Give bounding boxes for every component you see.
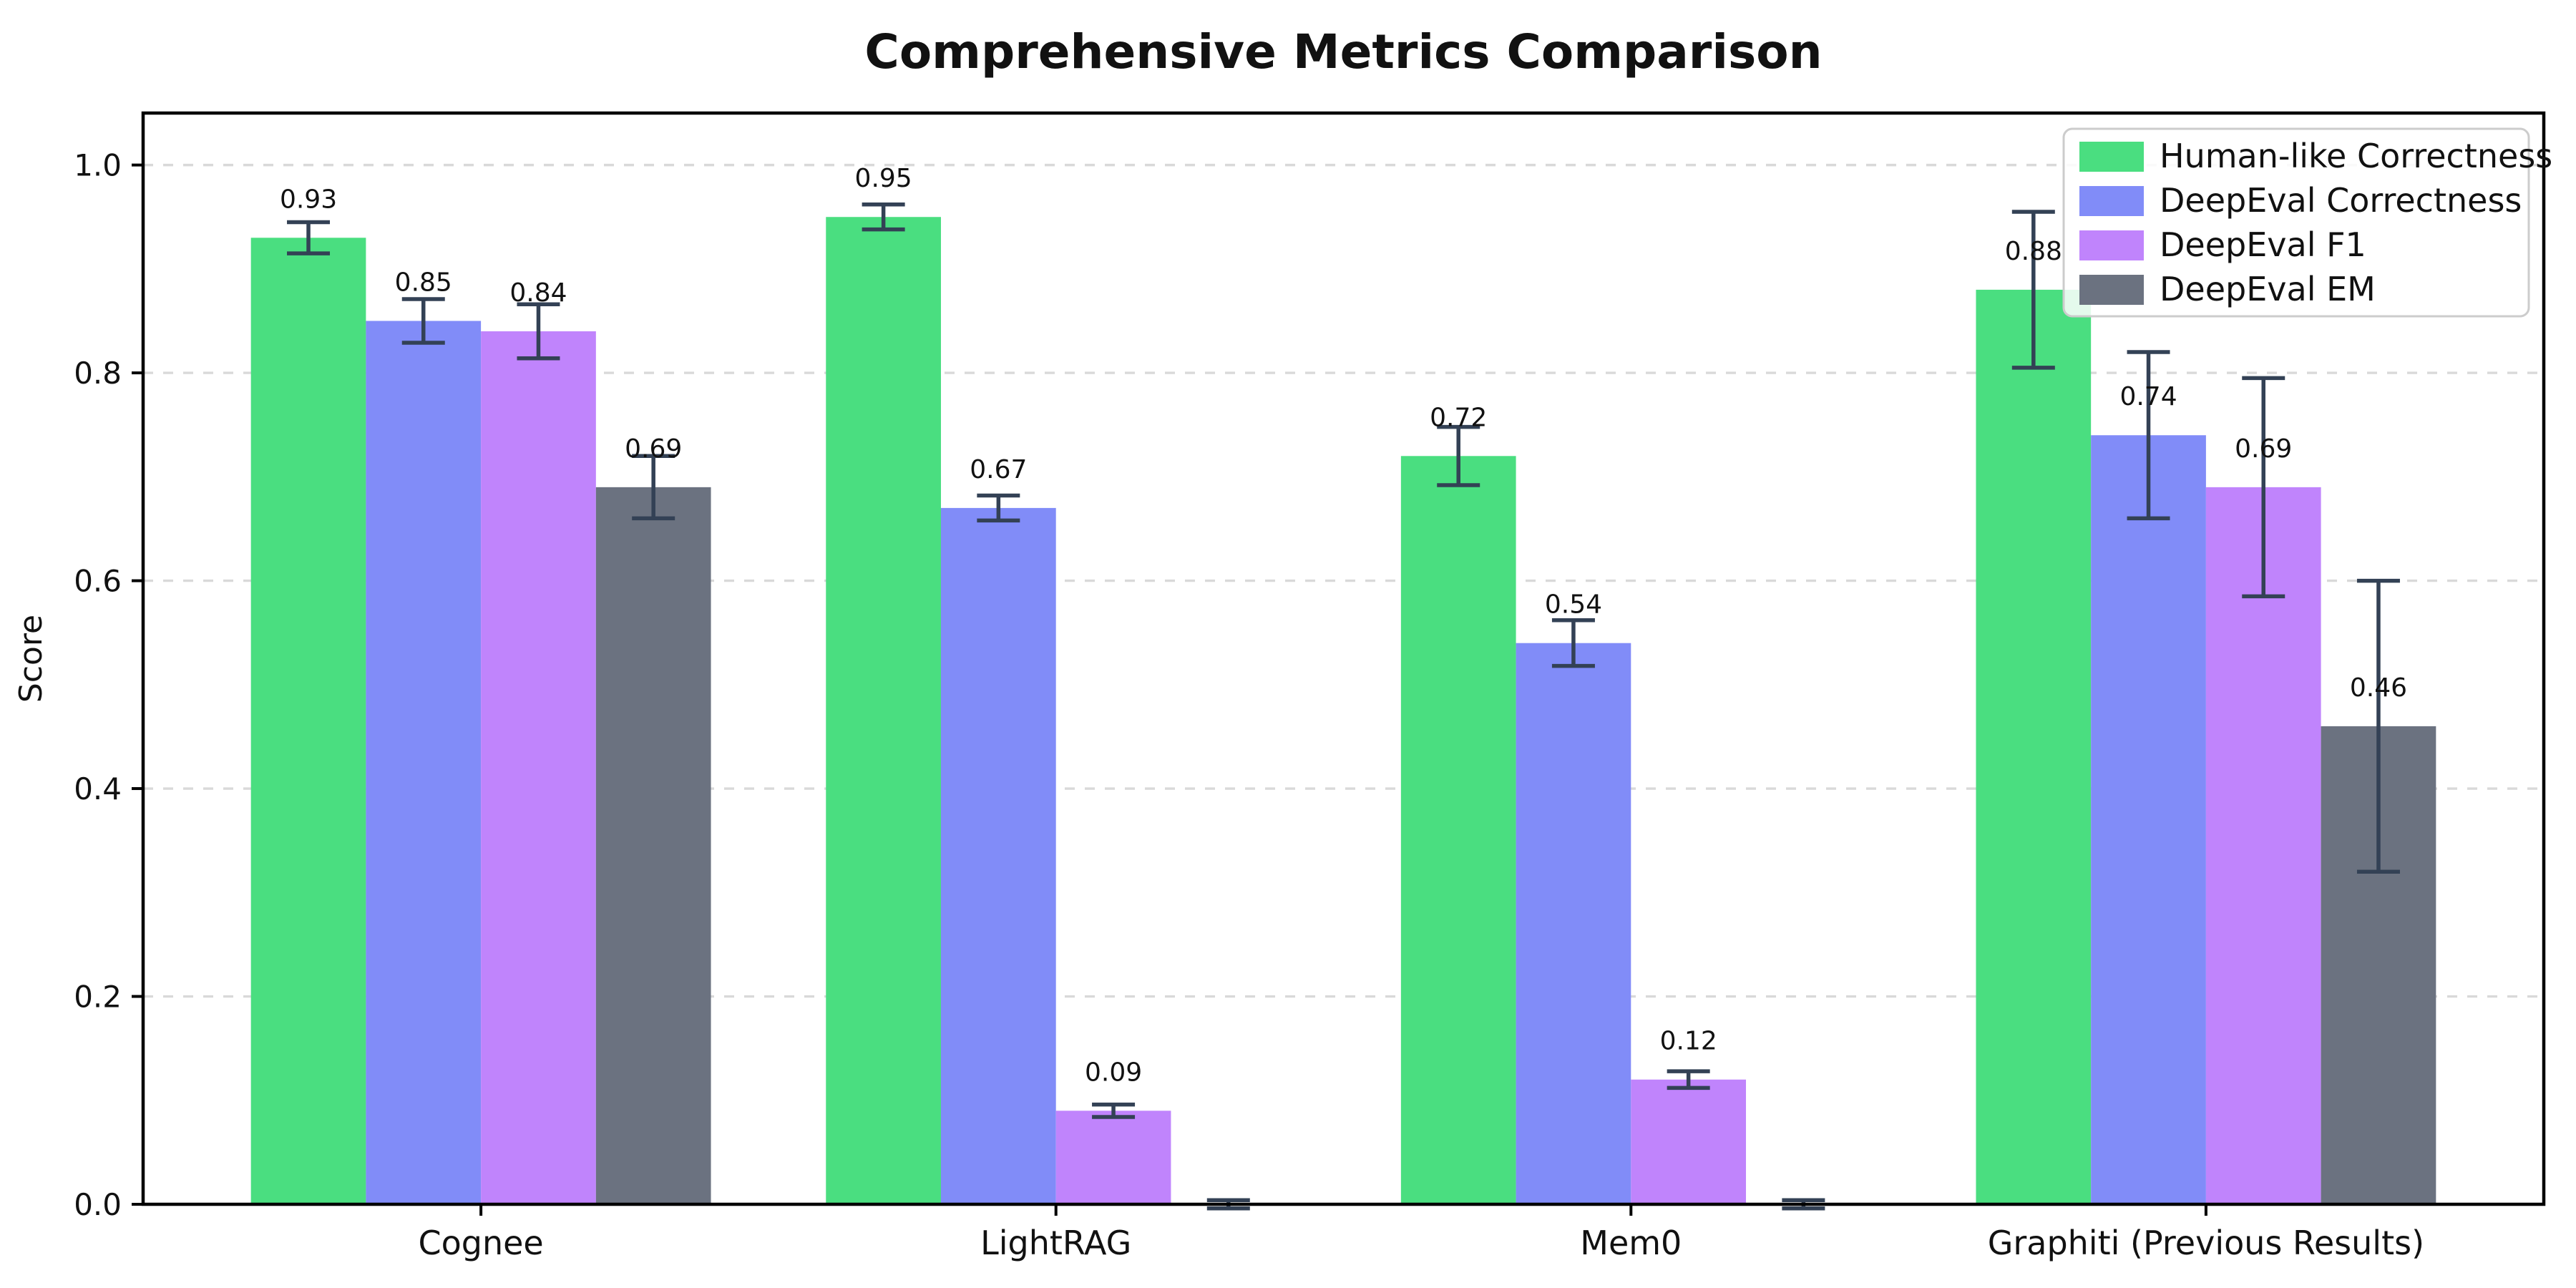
value-label-lightrag-deepeval-correctness: 0.67 bbox=[970, 455, 1027, 484]
legend-label-human-like-correctness: Human-like Correctness bbox=[2160, 137, 2552, 175]
chart-title: Comprehensive Metrics Comparison bbox=[864, 24, 1822, 79]
value-label-mem0-deepeval-f1: 0.12 bbox=[1660, 1027, 1717, 1056]
bar-graphiti-previous-results-deepeval-correctness bbox=[2091, 435, 2206, 1205]
y-tick-label-0.8: 0.8 bbox=[74, 356, 122, 391]
error-bar-graphiti-previous-results-deepeval-f1 bbox=[2242, 376, 2285, 599]
legend-label-deepeval-correctness: DeepEval Correctness bbox=[2160, 181, 2522, 220]
value-label-graphiti-previous-results-deepeval-correctness: 0.74 bbox=[2119, 382, 2177, 411]
x-tick-label-cognee: Cognee bbox=[419, 1224, 544, 1262]
legend-label-deepeval-f1: DeepEval F1 bbox=[2160, 225, 2366, 264]
error-bar-mem0-deepeval-f1 bbox=[1667, 1069, 1710, 1091]
x-tick-label-lightrag: LightRAG bbox=[980, 1224, 1131, 1262]
plot-border bbox=[141, 111, 2546, 1206]
x-axis: Cognee LightRAG Mem0 Graphiti (Previous Res… bbox=[419, 1204, 2424, 1262]
value-label-lightrag-deepeval-f1: 0.09 bbox=[1085, 1058, 1142, 1087]
bar-lightrag-deepeval-correctness bbox=[940, 507, 1056, 1204]
legend-label-deepeval-em: DeepEval EM bbox=[2160, 270, 2376, 308]
error-bar-graphiti-previous-results-human-like-correctness bbox=[2011, 210, 2055, 370]
bar-mem0-deepeval-correctness bbox=[1516, 643, 1631, 1204]
bar-cognee-deepeval-em bbox=[595, 487, 711, 1204]
value-label-cognee-human-like-correctness: 0.93 bbox=[280, 185, 337, 214]
legend-box bbox=[2062, 127, 2530, 318]
error-bar-graphiti-previous-results-deepeval-em bbox=[2356, 578, 2400, 874]
y-axis: 0.0 0.2 0.4 0.6 0.8 1.0 Score bbox=[13, 148, 143, 1222]
value-label-graphiti-previous-results-deepeval-em: 0.46 bbox=[2350, 673, 2407, 703]
error-bars bbox=[287, 203, 2400, 1211]
value-label-cognee-deepeval-correctness: 0.85 bbox=[395, 268, 452, 297]
value-label-mem0-deepeval-correctness: 0.54 bbox=[1545, 590, 1602, 620]
y-tick-label-0.2: 0.2 bbox=[74, 980, 122, 1015]
value-label-cognee-deepeval-f1: 0.84 bbox=[509, 278, 567, 308]
legend-swatch-deepeval-em bbox=[2079, 275, 2144, 305]
y-tick-label-0.6: 0.6 bbox=[74, 564, 122, 599]
legend-swatch-deepeval-f1 bbox=[2079, 230, 2144, 260]
bar-lightrag-deepeval-f1 bbox=[1055, 1111, 1171, 1204]
error-bar-mem0-human-like-correctness bbox=[1437, 424, 1480, 487]
bars bbox=[250, 217, 2436, 1205]
y-tick-label-1.0: 1.0 bbox=[74, 148, 122, 183]
bar-value-labels: 0.93 0.95 0.72 0.88 0.85 0.67 0.54 0.74 0.84 0.09… bbox=[280, 164, 2407, 1087]
value-label-graphiti-previous-results-deepeval-f1: 0.69 bbox=[2235, 434, 2292, 464]
x-tick-label-mem0: Mem0 bbox=[1580, 1224, 1682, 1262]
error-bar-lightrag-deepeval-correctness bbox=[977, 493, 1020, 523]
error-bar-lightrag-human-like-correctness bbox=[862, 203, 905, 232]
bar-cognee-human-like-correctness bbox=[250, 238, 366, 1205]
error-bar-cognee-deepeval-f1 bbox=[517, 302, 560, 361]
legend-swatch-human-like-correctness bbox=[2079, 142, 2144, 172]
bar-cognee-deepeval-correctness bbox=[366, 321, 482, 1204]
y-tick-label-0.4: 0.4 bbox=[74, 771, 122, 806]
error-bar-mem0-deepeval-correctness bbox=[1551, 618, 1595, 668]
value-label-lightrag-human-like-correctness: 0.95 bbox=[855, 164, 912, 193]
value-label-mem0-human-like-correctness: 0.72 bbox=[1430, 403, 1487, 432]
bar-lightrag-human-like-correctness bbox=[826, 217, 941, 1205]
bar-mem0-deepeval-f1 bbox=[1631, 1079, 1747, 1204]
error-bar-cognee-deepeval-correctness bbox=[401, 297, 445, 345]
x-tick-label-graphiti-previous-results: Graphiti (Previous Results) bbox=[1988, 1224, 2424, 1262]
bar-graphiti-previous-results-deepeval-f1 bbox=[2205, 487, 2321, 1204]
bar-cognee-deepeval-f1 bbox=[481, 331, 596, 1204]
legend: Human-like Correctness DeepEval Correctne… bbox=[2062, 127, 2552, 318]
legend-swatch-deepeval-correctness bbox=[2079, 186, 2144, 216]
bar-mem0-human-like-correctness bbox=[1400, 456, 1516, 1205]
error-bar-cognee-deepeval-em bbox=[632, 454, 675, 521]
bar-graphiti-previous-results-human-like-correctness bbox=[1976, 289, 2092, 1204]
y-axis-title: Score bbox=[13, 615, 49, 703]
value-label-cognee-deepeval-em: 0.69 bbox=[625, 434, 682, 464]
error-bar-lightrag-deepeval-f1 bbox=[1092, 1102, 1136, 1119]
error-bar-graphiti-previous-results-deepeval-correctness bbox=[2127, 350, 2170, 521]
y-tick-label-0.0: 0.0 bbox=[74, 1187, 122, 1222]
error-bar-cognee-human-like-correctness bbox=[287, 220, 331, 255]
value-label-graphiti-previous-results-human-like-correctness: 0.88 bbox=[2005, 237, 2062, 266]
